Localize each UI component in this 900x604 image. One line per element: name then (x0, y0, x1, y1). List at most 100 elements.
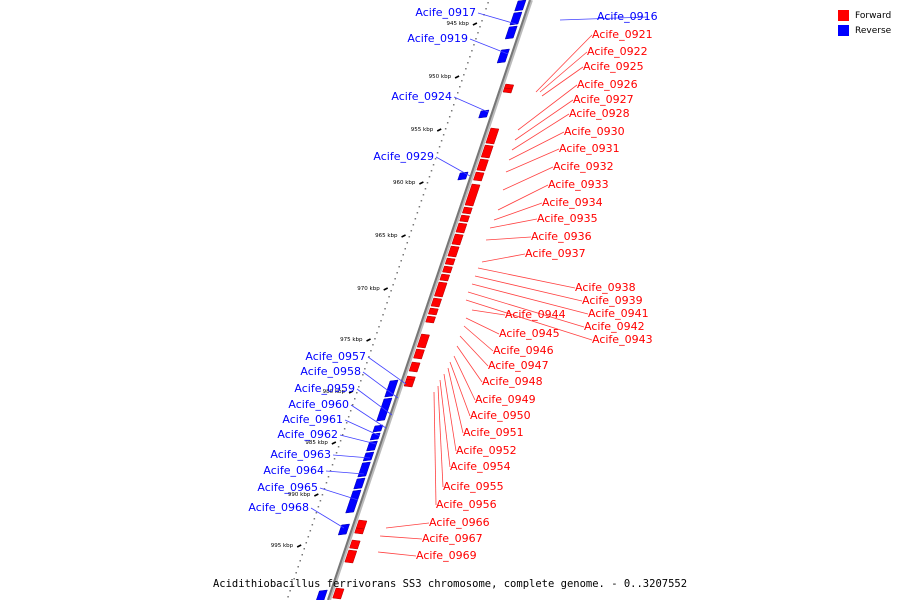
forward-leader-line (517, 84, 578, 131)
forward-gene-block (461, 206, 473, 215)
chromosome-axis (327, 0, 531, 601)
forward-gene-label: Acife_0956 (436, 498, 497, 511)
forward-leader-line (471, 283, 589, 315)
scale-dot (349, 410, 352, 412)
reverse-leader-line (435, 156, 471, 177)
legend-forward: Forward (838, 8, 891, 23)
forward-gene-label: Acife_0969 (416, 549, 477, 562)
forward-gene-block (476, 158, 489, 172)
scale-tick (401, 234, 406, 238)
forward-leader-line (453, 355, 476, 401)
reverse-leader-line (477, 12, 517, 25)
forward-gene-label: Acife_0966 (429, 516, 490, 529)
scale-dot (327, 476, 330, 478)
forward-gene-block (444, 257, 456, 266)
scale-dot (438, 146, 441, 148)
forward-gene-block (349, 539, 361, 550)
forward-leader-line (467, 291, 585, 328)
scale-dot (378, 326, 380, 328)
scale-tick-label: 980 kbp (323, 389, 346, 395)
reverse-gene-block (315, 589, 328, 602)
forward-gene-label: Acife_0930 (564, 125, 625, 138)
forward-gene-label: Acife_0947 (488, 359, 549, 372)
scale-dot (354, 398, 356, 400)
forward-gene-label: Acife_0950 (470, 409, 531, 422)
scale-dot (380, 320, 382, 322)
scale-dot (321, 494, 324, 496)
scale-tick-label: 955 kbp (411, 127, 434, 133)
reverse-gene-label: Acife_0963 (270, 448, 331, 461)
forward-gene-block (439, 273, 451, 282)
reverse-gene-label: Acife_0957 (305, 350, 366, 363)
forward-gene-label: Acife_0938 (575, 281, 636, 294)
forward-leader-line (433, 391, 437, 506)
forward-leader-line (379, 535, 423, 540)
scale-tick (472, 22, 478, 26)
scale-dot (459, 86, 461, 88)
scale-dot (370, 350, 372, 352)
scale-dot (390, 290, 392, 292)
scale-dot (398, 266, 400, 268)
reverse-leader-line (332, 454, 371, 459)
reverse-leader-line (367, 356, 407, 385)
scale-dot (388, 296, 390, 298)
scale-dot (432, 164, 435, 166)
scale-dot (368, 356, 370, 358)
forward-gene-block (485, 127, 500, 145)
scale-dot (463, 74, 465, 76)
reverse-leader-line (339, 434, 377, 445)
reverse-gene-label: Acife_0916 (597, 10, 658, 23)
scale-dot (457, 92, 459, 94)
forward-gene-label: Acife_0949 (475, 393, 536, 406)
reverse-gene-block (372, 424, 384, 433)
forward-leader-line (465, 317, 500, 335)
forward-leader-line (463, 325, 494, 352)
forward-gene-label: Acife_0926 (577, 78, 638, 91)
reverse-leader-line (453, 96, 489, 113)
scale-dot (452, 104, 455, 106)
scale-dot (418, 206, 421, 208)
scale-dot (343, 428, 346, 430)
forward-gene-block (502, 87, 513, 94)
scale-tick-label: 975 kbp (340, 337, 363, 343)
forward-gene-block (355, 519, 368, 530)
scale-dot (287, 596, 289, 598)
scale-dot (420, 200, 423, 202)
scale-dot (394, 278, 396, 280)
forward-gene-label: Acife_0934 (542, 196, 603, 209)
scale-dot (311, 524, 314, 526)
scale-dot (442, 134, 445, 136)
scale-dot (362, 374, 364, 376)
scale-dot (414, 218, 417, 220)
scale-tick-label: 990 kbp (288, 492, 311, 498)
reverse-gene-block (357, 461, 371, 478)
forward-gene-label: Acife_0931 (559, 142, 620, 155)
scale-tick (296, 544, 302, 548)
reverse-gene-block (362, 451, 375, 462)
scale-dot (313, 518, 316, 520)
reverse-leader-line (319, 487, 359, 501)
scale-dot (358, 386, 360, 388)
reverse-gene-block (514, 0, 527, 12)
scale-dot (461, 80, 463, 82)
scale-dot (424, 188, 427, 190)
scale-tick-label: 970 kbp (357, 286, 380, 292)
reverse-gene-label: Acife_0929 (373, 150, 434, 163)
scale-dot (293, 578, 295, 580)
forward-leader-line (481, 253, 526, 263)
scale-dot (335, 452, 338, 454)
forward-leader-line (489, 218, 538, 229)
scale-tick-label: 995 kbp (271, 543, 294, 549)
reverse-gene-block (496, 48, 510, 64)
forward-gene-label: Acife_0946 (493, 344, 554, 357)
scale-dot (408, 236, 411, 238)
genome-caption: Acidithiobacillus ferrivorans SS3 chromo… (212, 578, 688, 590)
scale-dot (448, 116, 451, 118)
forward-leader-line (437, 385, 444, 488)
scale-dot (325, 482, 328, 484)
scale-dot (436, 152, 439, 154)
forward-leader-line (377, 551, 417, 557)
reverse-gene-block (337, 523, 350, 536)
forward-gene-block (413, 348, 425, 360)
